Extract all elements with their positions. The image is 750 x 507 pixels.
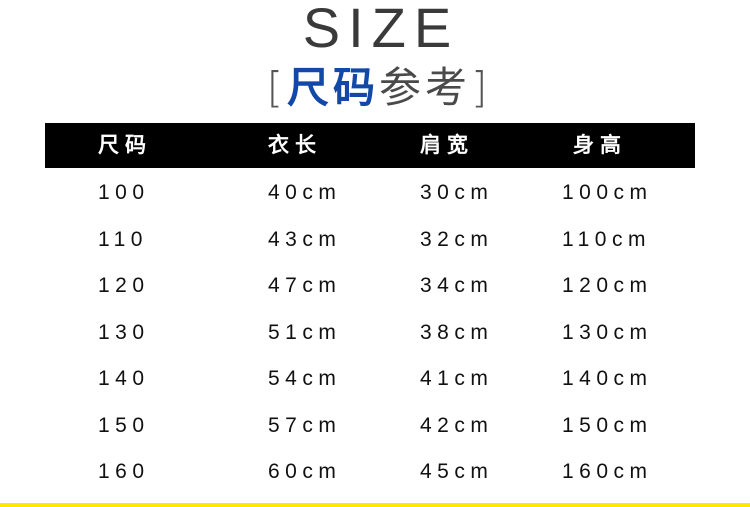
subtitle-rest: 参考 bbox=[379, 63, 472, 112]
header-shoulder: 肩宽 bbox=[420, 133, 474, 157]
table-row: 150 57cm 42cm 150cm bbox=[0, 411, 750, 441]
header-size: 尺码 bbox=[98, 133, 152, 157]
subtitle: [尺码参考] bbox=[0, 60, 750, 116]
cell-size: 150 bbox=[98, 413, 150, 437]
page-title: SIZE bbox=[302, 0, 460, 59]
cell-shoulder: 41cm bbox=[420, 367, 494, 390]
cell-length: 51cm bbox=[268, 320, 342, 344]
table-header: 尺码 衣长 肩宽 身高 bbox=[45, 123, 695, 168]
cell-height: 120cm bbox=[562, 274, 653, 297]
cell-length: 40cm bbox=[268, 181, 342, 204]
header-height: 身高 bbox=[573, 133, 627, 157]
table-row: 130 51cm 38cm 130cm bbox=[0, 318, 750, 348]
cell-height: 100cm bbox=[562, 181, 653, 204]
cell-size: 110 bbox=[98, 227, 148, 251]
cell-length: 54cm bbox=[268, 367, 342, 390]
subtitle-highlight: 尺码 bbox=[286, 63, 379, 112]
table-row: 100 40cm 30cm 100cm bbox=[0, 178, 750, 208]
cell-height: 140cm bbox=[562, 367, 653, 390]
cell-length: 57cm bbox=[268, 413, 342, 437]
bracket-open: [ bbox=[266, 63, 287, 112]
table-row: 140 54cm 41cm 140cm bbox=[0, 364, 750, 394]
cell-size: 100 bbox=[98, 181, 150, 204]
cell-height: 160cm bbox=[562, 460, 653, 483]
cell-length: 60cm bbox=[268, 460, 342, 483]
cell-shoulder: 45cm bbox=[420, 460, 494, 483]
cell-height: 130cm bbox=[562, 320, 653, 344]
cell-shoulder: 38cm bbox=[420, 320, 494, 344]
cell-size: 120 bbox=[98, 274, 150, 297]
cell-shoulder: 32cm bbox=[420, 227, 494, 251]
cell-shoulder: 42cm bbox=[420, 413, 494, 437]
cell-size: 130 bbox=[98, 320, 150, 344]
cell-height: 150cm bbox=[562, 413, 653, 437]
footer-divider bbox=[0, 503, 750, 507]
cell-shoulder: 30cm bbox=[420, 181, 494, 204]
cell-size: 160 bbox=[98, 460, 150, 483]
table-row: 110 43cm 32cm 110cm bbox=[0, 225, 750, 255]
header-length: 衣长 bbox=[268, 133, 322, 157]
cell-length: 43cm bbox=[268, 227, 342, 251]
cell-height: 110cm bbox=[562, 227, 651, 251]
cell-size: 140 bbox=[98, 367, 150, 390]
table-row: 120 47cm 34cm 120cm bbox=[0, 271, 750, 301]
table-row: 160 60cm 45cm 160cm bbox=[0, 457, 750, 487]
bracket-close: ] bbox=[471, 63, 492, 112]
cell-shoulder: 34cm bbox=[420, 274, 494, 297]
cell-length: 47cm bbox=[268, 274, 342, 297]
